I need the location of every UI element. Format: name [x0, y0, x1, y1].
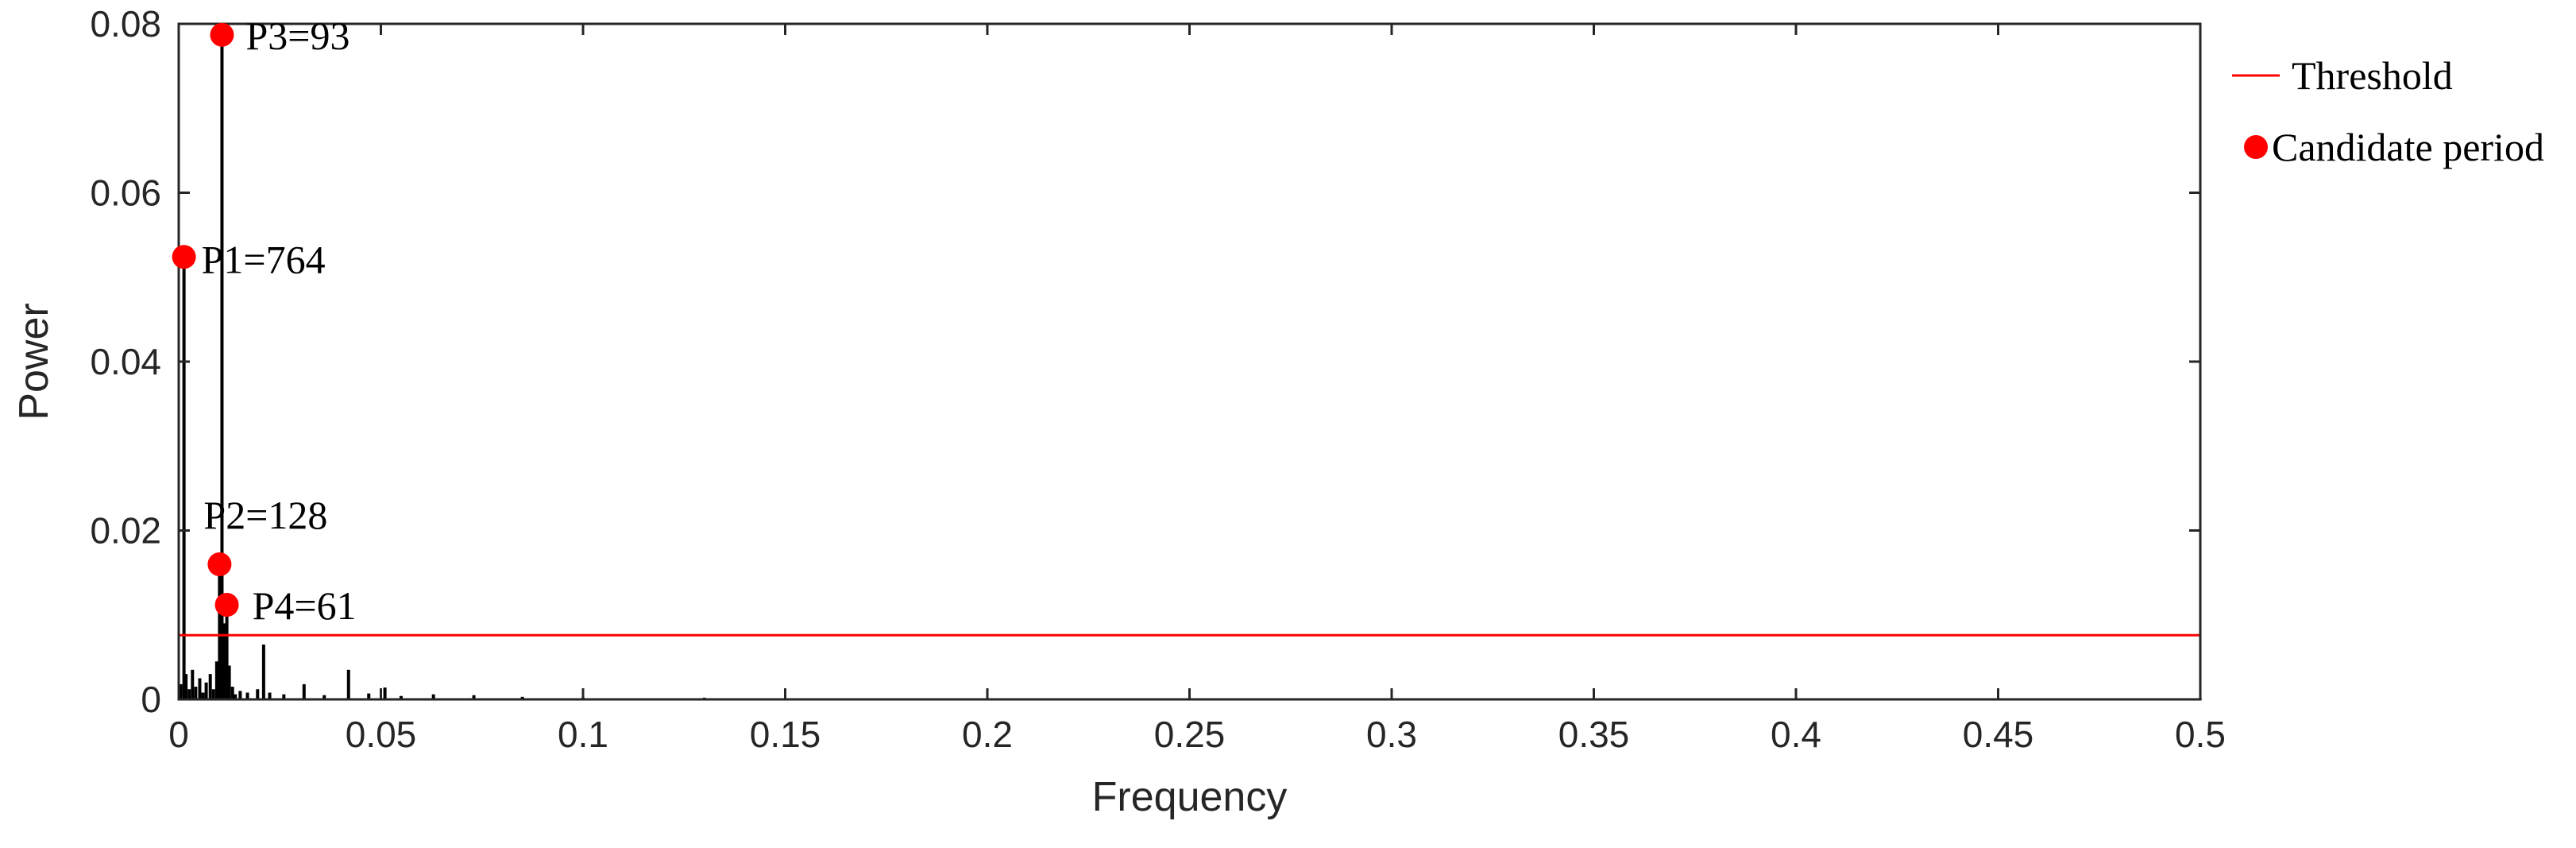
x-tick-label: 0.15: [750, 714, 821, 755]
x-tick-label: 0.1: [558, 714, 608, 755]
y-tick-label: 0.02: [90, 510, 161, 552]
candidate-point: [172, 245, 196, 269]
candidate-label: P2=128: [203, 493, 327, 537]
x-tick-label: 0.3: [1366, 714, 1417, 755]
legend-threshold-label: Threshold: [2292, 53, 2453, 98]
y-tick-label: 0.08: [90, 3, 161, 45]
candidate-point: [210, 22, 234, 47]
y-tick-label: 0.04: [90, 341, 161, 382]
x-tick-label: 0.25: [1154, 714, 1226, 755]
y-axis-label: Power: [11, 303, 57, 420]
x-tick-label: 0.35: [1558, 714, 1630, 755]
plot-area: [179, 34, 2202, 699]
y-tick-label: 0: [141, 679, 161, 720]
candidate-label: P3=93: [245, 14, 350, 58]
y-tick-label: 0.06: [90, 172, 161, 214]
axes-frame: [177, 22, 2202, 701]
annotation-layer: P1=764 P2=128 P3=93 P4=61: [172, 14, 357, 628]
x-tick-label: 0.5: [2175, 714, 2226, 755]
legend-candidate-swatch: [2244, 135, 2268, 159]
candidate-point: [207, 552, 232, 576]
x-tick-label: 0.4: [1771, 714, 1821, 755]
candidate-label: P1=764: [202, 237, 326, 281]
x-axis-label: Frequency: [1092, 774, 1288, 820]
x-tick-label: 0: [168, 714, 189, 755]
x-tick-label: 0.45: [1963, 714, 2034, 755]
candidate-label: P4=61: [253, 583, 357, 628]
tick-layer: 0 0.05 0.1 0.15 0.2 0.25 0.3 0.35 0.4 0.45 0.5 0 0.0…: [90, 3, 2226, 755]
candidate-point: [214, 593, 239, 617]
legend-candidate-label: Candidate period: [2272, 125, 2544, 169]
legend: Threshold Candidate period: [2232, 53, 2544, 169]
x-tick-label: 0.2: [962, 714, 1013, 755]
x-tick-label: 0.05: [346, 714, 417, 755]
